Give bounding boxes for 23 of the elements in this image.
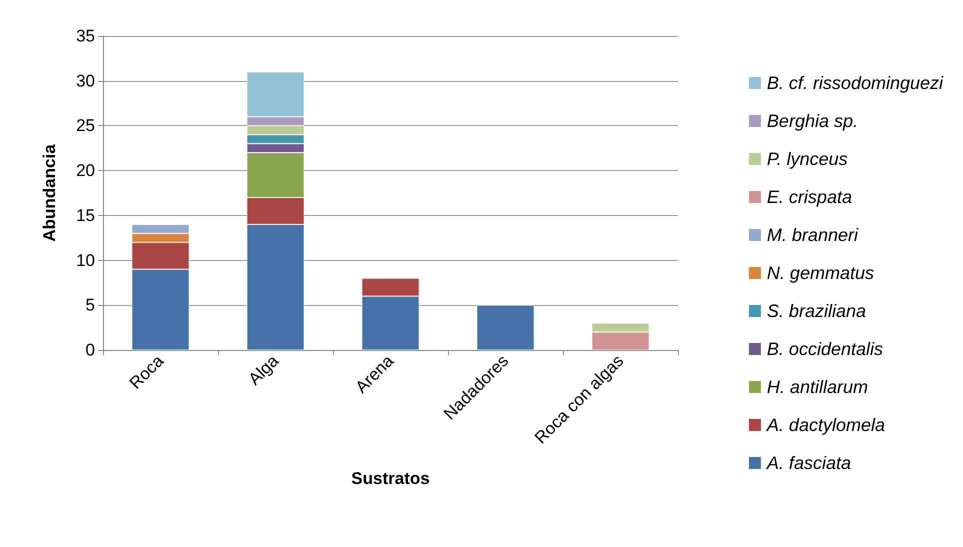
y-tick-label: 10	[76, 250, 95, 270]
y-tick-label: 5	[86, 296, 95, 315]
legend-label: Berghia sp.	[766, 111, 858, 131]
legend-label: N. gemmatus	[766, 263, 874, 283]
y-tick-label: 30	[76, 71, 95, 90]
legend-label: S. braziliana	[766, 301, 866, 321]
legend-label: M. branneri	[766, 225, 859, 245]
legend-label: H. antillarum	[766, 377, 868, 397]
y-tick-label: 35	[76, 26, 95, 46]
y-tick-label: 25	[76, 116, 95, 136]
y-tick-label: 15	[76, 206, 95, 225]
x-tick-label: Alga	[244, 350, 283, 389]
x-axis-title: Sustratos	[351, 469, 430, 488]
legend-label: E. crispata	[766, 187, 852, 207]
legend-label: B. occidentalis	[766, 339, 883, 359]
legend-label: P. lynceus	[766, 149, 848, 169]
legend-label: A. dactylomela	[766, 415, 885, 435]
y-tick-label: 20	[76, 161, 95, 180]
y-axis-title: Abundancia	[40, 144, 59, 242]
legend-label: A. fasciata	[766, 453, 851, 473]
legend-label: B. cf. rissodominguezi	[766, 73, 944, 93]
y-tick-label: 0	[86, 340, 95, 360]
bar	[476, 305, 534, 350]
